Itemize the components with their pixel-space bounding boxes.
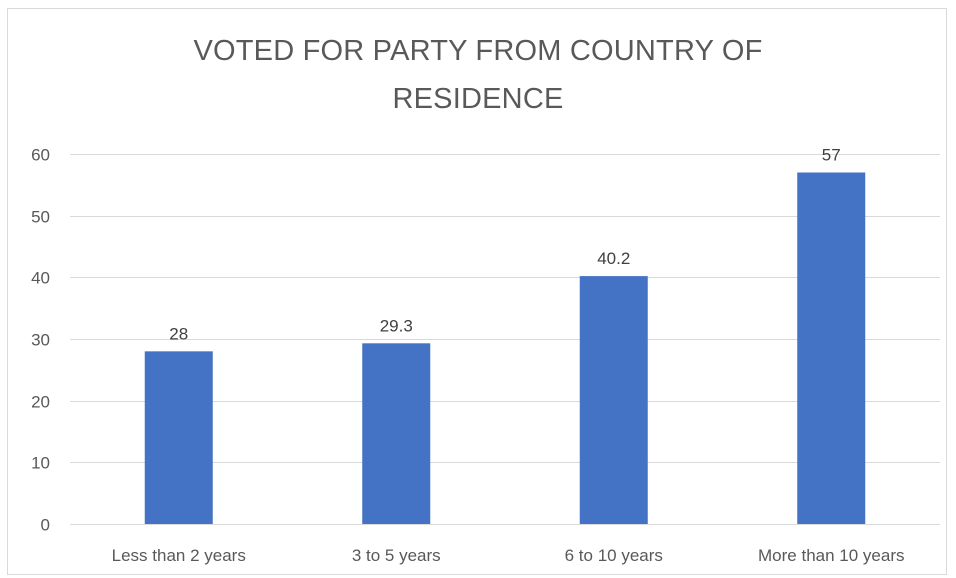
- data-label: 57: [822, 146, 841, 165]
- y-tick-label: 30: [31, 331, 50, 350]
- y-tick-label: 10: [31, 454, 50, 473]
- x-axis-tick-labels: Less than 2 years 3 to 5 years 6 to 10 yea…: [112, 546, 905, 565]
- data-labels: 28 29.3 40.2 57: [169, 146, 840, 344]
- x-tick-label: Less than 2 years: [112, 546, 246, 565]
- y-tick-label: 40: [31, 269, 50, 288]
- bars: [144, 172, 866, 524]
- data-label: 40.2: [597, 249, 630, 268]
- data-label: 29.3: [380, 316, 413, 335]
- x-tick-label: 6 to 10 years: [565, 546, 663, 565]
- y-tick-label: 60: [31, 146, 50, 165]
- y-tick-label: 20: [31, 393, 50, 412]
- chart-title-line-1: VOTED FOR PARTY FROM COUNTRY OF: [193, 35, 763, 67]
- bar: [144, 351, 213, 524]
- chart-title-line-2: RESIDENCE: [392, 83, 564, 115]
- bar: [797, 172, 866, 524]
- x-tick-label: 3 to 5 years: [352, 546, 441, 565]
- data-label: 28: [169, 324, 188, 343]
- x-tick-label: More than 10 years: [758, 546, 904, 565]
- y-axis-tick-labels: 0 10 20 30 40 50 60: [31, 146, 50, 535]
- gridlines: [70, 154, 940, 525]
- bar: [362, 343, 431, 524]
- bar: [579, 276, 648, 524]
- y-tick-label: 50: [31, 208, 50, 227]
- y-tick-label: 0: [41, 516, 50, 535]
